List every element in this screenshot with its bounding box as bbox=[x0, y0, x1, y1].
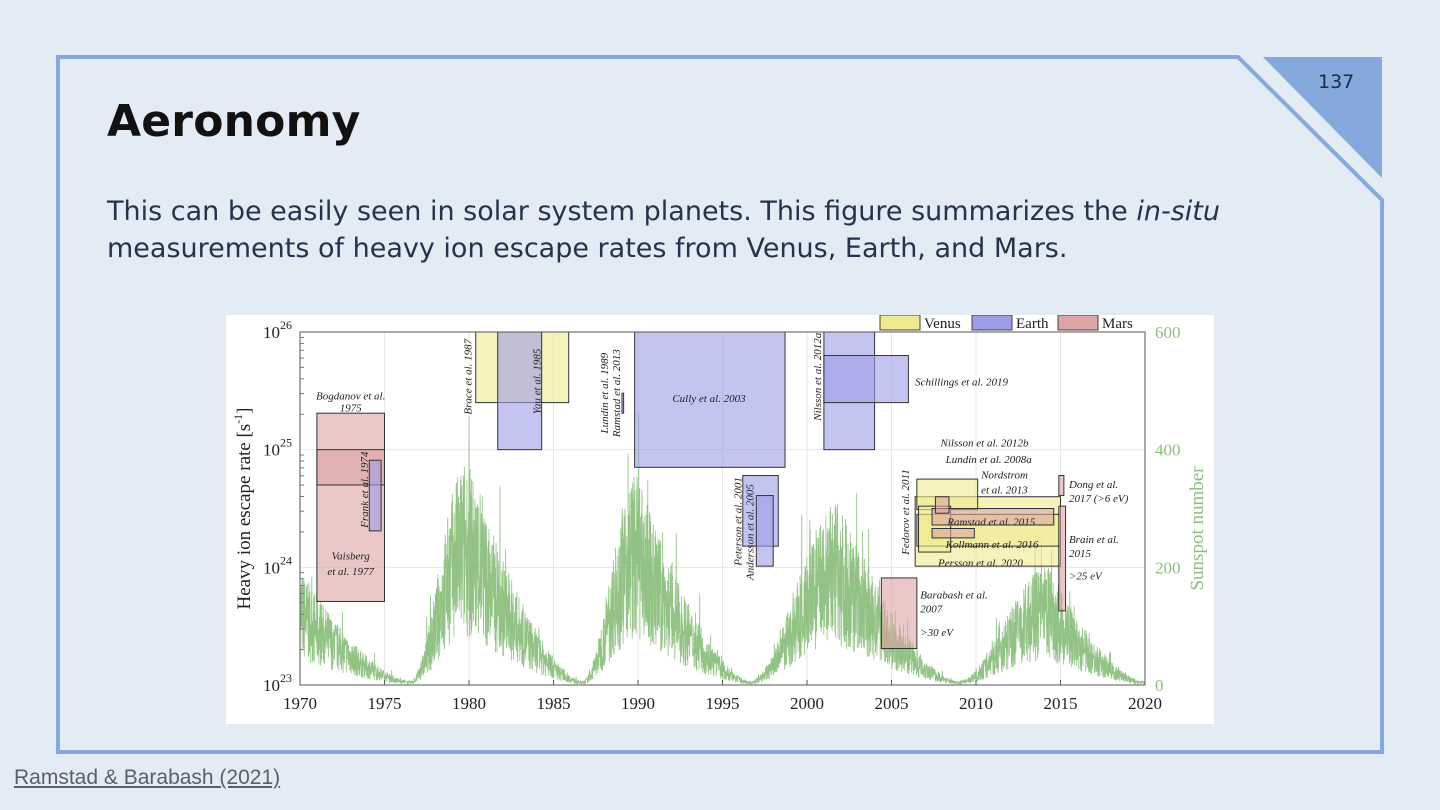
measurement-box-earth bbox=[368, 459, 382, 532]
annotation-label: Yau et al. 1985 bbox=[532, 348, 544, 414]
annotation-label: Fedorov et al. 2011 bbox=[900, 469, 912, 556]
annotation-label: >30 eV bbox=[920, 627, 954, 639]
slide-body: This can be easily seen in solar system … bbox=[107, 193, 1347, 267]
sunspot-series bbox=[299, 414, 1146, 686]
y-tick-label: 1025 bbox=[263, 436, 292, 460]
corner-triangle bbox=[1263, 57, 1382, 178]
annotation-label: Nilsson et al. 2012b bbox=[940, 438, 1030, 450]
measurement-box-earth bbox=[823, 355, 909, 404]
annotation-label: Barabash et al. bbox=[920, 589, 988, 601]
annotation-label: Lundin et al. 2008a bbox=[945, 454, 1033, 466]
y2-axis-label: Sunspot number bbox=[1187, 466, 1208, 591]
body-text-2: measurements of heavy ion escape rates f… bbox=[107, 233, 1068, 264]
y2-tick-label: 600 bbox=[1155, 323, 1181, 342]
annotation-label: Frank et al. 1974 bbox=[359, 451, 371, 529]
source-link[interactable]: Ramstad & Barabash (2021) bbox=[14, 766, 281, 789]
measurement-box-earth bbox=[497, 331, 543, 451]
legend-swatch-mars bbox=[1057, 315, 1099, 331]
annotation-label: Nilsson et al. 2012a bbox=[812, 332, 824, 422]
escape-rate-chart: 1970 1975 1980 1985 1990 1995 2000 2005 2010 2015… bbox=[226, 315, 1214, 724]
legend-swatch-venus bbox=[879, 315, 921, 331]
x-tick-label: 2015 bbox=[1044, 694, 1078, 713]
annotation-label: Ramstad et al. 2015 bbox=[946, 516, 1035, 528]
x-tick-label: 1975 bbox=[368, 694, 402, 713]
annotation-label: Cully et al. 2003 bbox=[672, 393, 746, 405]
slide-border bbox=[56, 55, 1384, 754]
measurement-box-mars bbox=[1058, 475, 1065, 497]
y2-tick-label: 0 bbox=[1155, 676, 1164, 695]
annotation-label: 2007 bbox=[920, 604, 943, 616]
y-tick-label: 1024 bbox=[263, 553, 292, 577]
x-tick-label: 1995 bbox=[706, 694, 740, 713]
annotation-label: >25 eV bbox=[1069, 571, 1103, 583]
measurement-box-earth bbox=[755, 495, 774, 567]
y-tick-label: 1026 bbox=[263, 318, 292, 342]
annotation-label: 2015 bbox=[1069, 548, 1092, 560]
y2-tick-label: 200 bbox=[1155, 558, 1181, 577]
x-tick-label: 1985 bbox=[537, 694, 571, 713]
annotation-label: Andersson et al. 2005 bbox=[745, 484, 757, 581]
x-tick-label: 1970 bbox=[283, 694, 317, 713]
measurement-box-earth bbox=[634, 331, 786, 468]
annotation-label: Persson et al. 2020 bbox=[937, 558, 1023, 570]
x-tick-label: 2005 bbox=[875, 694, 909, 713]
annotation-label: Brain et al. bbox=[1069, 534, 1119, 546]
body-italic: in-situ bbox=[1136, 196, 1220, 227]
y-axis-label: Heavy ion escape rate [s-1] bbox=[231, 407, 255, 609]
legend-label-venus: Venus bbox=[924, 316, 961, 332]
measurement-box-mars bbox=[931, 508, 1055, 526]
legend-swatch-earth bbox=[971, 315, 1013, 331]
annotation-label: et al. 2013 bbox=[981, 485, 1028, 497]
x-tick-label: 2000 bbox=[790, 694, 824, 713]
measurement-box-earth bbox=[621, 392, 625, 414]
x-tick-label: 2020 bbox=[1128, 694, 1162, 713]
body-text: This can be easily seen in solar system … bbox=[107, 196, 1137, 227]
annotation-label: Lundin et al. 1989 bbox=[599, 352, 611, 434]
annotation-label: Nordstrom bbox=[980, 469, 1028, 481]
annotation-label: Schillings et al. 2019 bbox=[915, 376, 1008, 388]
annotation-label: Ramstad et al. 2013 bbox=[611, 349, 623, 438]
annotation-label: 2017 (>6 eV) bbox=[1069, 493, 1129, 505]
legend-label-earth: Earth bbox=[1016, 316, 1049, 332]
annotation-label: Bogdanov et al. bbox=[316, 391, 385, 403]
x-tick-label: 1990 bbox=[621, 694, 655, 713]
annotation-label: 1975 bbox=[340, 402, 363, 414]
slide-title: Aeronomy bbox=[107, 96, 361, 147]
legend-label-mars: Mars bbox=[1102, 316, 1133, 332]
y-tick-label: 1023 bbox=[263, 671, 292, 695]
measurement-box-mars bbox=[934, 496, 950, 514]
measurement-box-mars bbox=[880, 577, 918, 650]
annotation-label: Kollmann et al. 2016 bbox=[945, 539, 1039, 551]
chart-svg: 1970 1975 1980 1985 1990 1995 2000 2005 2010 2015… bbox=[231, 315, 1208, 713]
annotation-label: Brace et al. 1987 bbox=[462, 338, 474, 414]
annotation-label: Vaisberg bbox=[332, 551, 371, 563]
measurement-box-mars bbox=[1058, 505, 1067, 612]
annotation-label: Dong et al. bbox=[1068, 479, 1118, 491]
annotation-label: et al. 1977 bbox=[327, 566, 374, 578]
x-tick-label: 1980 bbox=[452, 694, 486, 713]
measurement-box-mars bbox=[931, 528, 975, 539]
annotation-label: Peterson et al. 2001 bbox=[733, 477, 745, 567]
x-tick-label: 2010 bbox=[959, 694, 993, 713]
y2-tick-label: 400 bbox=[1155, 441, 1181, 460]
page-number: 137 bbox=[1318, 71, 1355, 93]
